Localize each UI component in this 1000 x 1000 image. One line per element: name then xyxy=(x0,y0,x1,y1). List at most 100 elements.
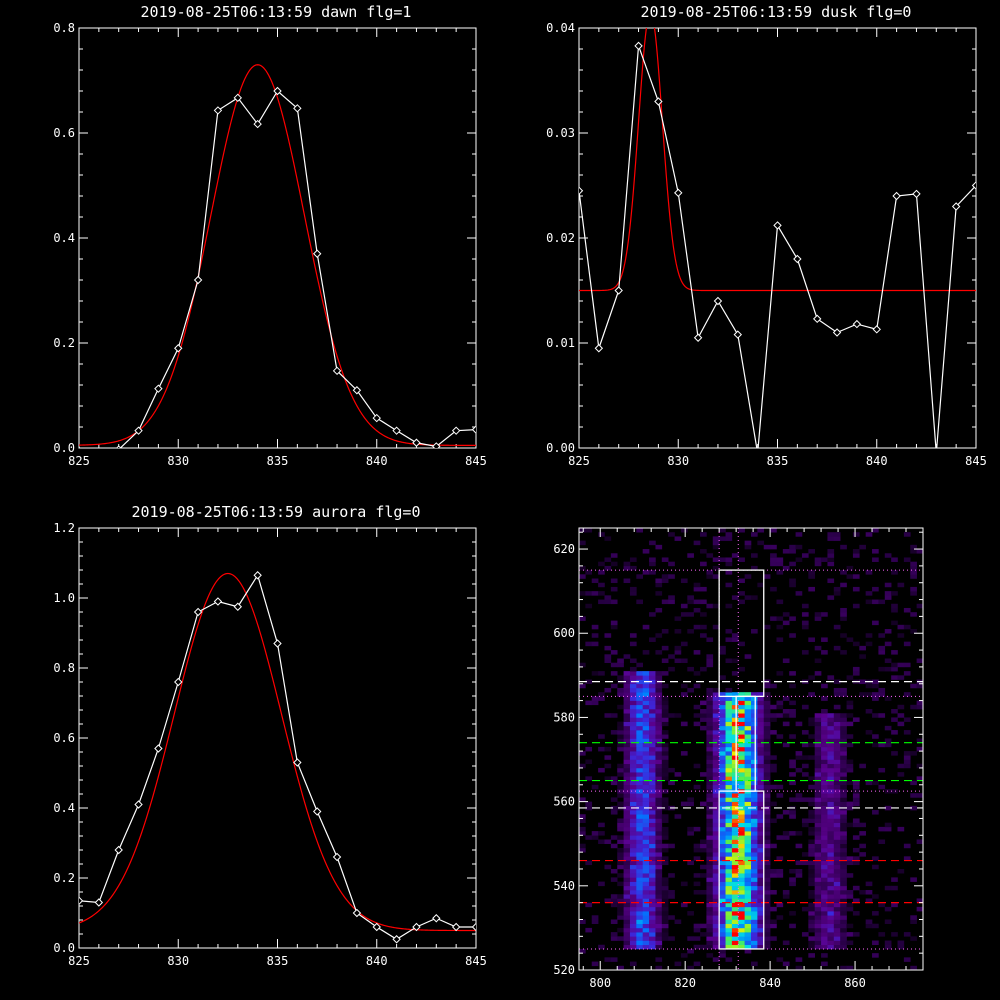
heatmap-cell xyxy=(598,767,605,773)
heatmap-cell xyxy=(872,940,879,946)
heatmap-cell xyxy=(840,738,847,743)
heatmap-cell xyxy=(725,843,733,849)
heatmap-cell xyxy=(712,565,720,571)
heatmap-cell xyxy=(629,671,637,676)
heatmap-cell xyxy=(731,772,739,777)
heatmap-cell xyxy=(629,839,637,845)
heatmap-cell xyxy=(661,683,669,689)
heatmap-cell xyxy=(610,894,618,899)
heatmap-cell xyxy=(629,940,637,946)
heatmap-cell xyxy=(744,696,752,701)
heatmap-cell xyxy=(827,902,835,908)
heatmap-cell xyxy=(617,847,624,853)
heatmap-cell xyxy=(770,544,777,550)
heatmap-cell xyxy=(649,637,656,642)
heatmap-cell xyxy=(642,624,650,630)
heatmap-cell xyxy=(642,898,650,903)
heatmap-cell xyxy=(808,755,815,760)
heatmap-cell xyxy=(649,881,656,887)
heatmap-cell xyxy=(636,709,643,714)
heatmap-cell xyxy=(598,599,605,605)
heatmap-cell xyxy=(655,940,663,946)
heatmap-cell xyxy=(712,898,720,903)
heatmap-cell xyxy=(744,776,752,781)
heatmap-cell xyxy=(712,713,720,718)
heatmap-cell xyxy=(897,826,905,832)
heatmap-cell xyxy=(674,772,682,777)
heatmap-cell xyxy=(636,923,643,929)
heatmap-cell xyxy=(833,746,841,752)
heatmap-cell xyxy=(795,591,803,596)
heatmap-cell xyxy=(617,742,624,748)
heatmap-cell xyxy=(719,894,726,899)
aurora-data-point xyxy=(253,571,262,580)
heatmap-cell xyxy=(706,746,714,752)
heatmap-cell xyxy=(661,759,669,765)
heatmap-cell xyxy=(757,776,765,781)
heatmap-cell xyxy=(719,915,726,920)
heatmap-cell xyxy=(744,839,752,845)
heatmap-cell xyxy=(661,885,669,891)
dawn-data-point xyxy=(79,446,81,448)
heatmap-cell xyxy=(827,532,835,537)
heatmap-cell xyxy=(636,856,643,861)
heatmap-cell xyxy=(610,662,618,668)
heatmap-cell xyxy=(833,852,841,857)
heatmap-cell xyxy=(744,725,752,731)
heatmap-cell xyxy=(757,540,765,546)
heatmap-cell xyxy=(884,885,892,891)
heatmap-cell xyxy=(910,549,917,554)
heatmap-cell xyxy=(757,801,765,807)
heatmap-cell xyxy=(706,898,714,903)
heatmap-cell xyxy=(604,658,612,664)
heatmap-cell xyxy=(801,852,809,857)
heatmap-cell xyxy=(725,957,733,962)
heatmap-cell xyxy=(725,810,733,815)
heatmap-cell xyxy=(884,822,892,828)
heatmap-cell xyxy=(623,772,631,777)
heatmap-cell xyxy=(808,860,815,866)
heatmap-cell xyxy=(693,671,701,676)
heatmap-cell xyxy=(623,683,631,689)
heatmap-cell xyxy=(738,944,745,950)
heatmap-cell xyxy=(751,793,758,798)
heatmap-cell xyxy=(801,763,809,769)
heatmap-cell xyxy=(680,528,688,533)
heatmap-cell xyxy=(827,881,835,887)
heatmap-cell xyxy=(776,700,784,706)
heatmap-cell xyxy=(649,767,656,773)
heatmap-cell xyxy=(680,881,688,887)
heatmap-cell xyxy=(751,629,758,634)
heatmap-cell xyxy=(629,784,637,790)
heatmap-cell xyxy=(744,847,752,853)
heatmap-cell xyxy=(706,696,714,701)
heatmap-cell xyxy=(712,906,720,912)
heatmap-cell xyxy=(712,944,720,950)
heatmap-cell xyxy=(827,746,835,752)
heatmap-cell xyxy=(623,578,631,584)
heatmap-cell xyxy=(629,734,637,739)
heatmap-cell xyxy=(808,877,815,882)
heatmap-cell xyxy=(649,894,656,899)
heatmap-cell xyxy=(763,772,771,777)
heatmap-cell xyxy=(840,725,847,731)
heatmap-cell xyxy=(916,906,923,912)
heatmap-cell xyxy=(757,742,765,748)
heatmap-cell xyxy=(579,818,586,823)
heatmap-cell xyxy=(712,755,720,760)
heatmap-cell xyxy=(744,544,752,550)
heatmap-cell xyxy=(719,864,726,870)
heatmap-cell xyxy=(680,953,688,958)
heatmap-cell xyxy=(712,797,720,802)
dawn-panel: 2019-08-25T06:13:59 dawn flg=1 825 830 835… xyxy=(53,3,487,468)
heatmap-cell xyxy=(751,713,758,718)
heatmap-cell xyxy=(706,835,714,840)
heatmap-cell xyxy=(629,961,637,967)
heatmap-cell xyxy=(649,843,656,849)
heatmap-cell xyxy=(872,679,879,685)
heatmap-cell xyxy=(827,936,835,941)
heatmap-cell xyxy=(719,953,726,958)
heatmap-cell xyxy=(833,805,841,811)
heatmap-cell xyxy=(706,852,714,857)
